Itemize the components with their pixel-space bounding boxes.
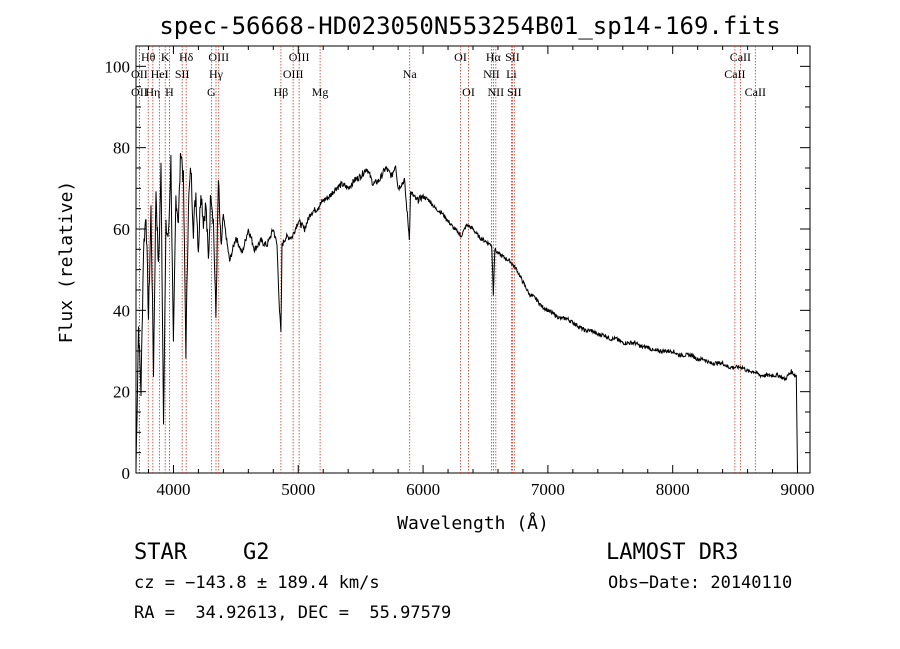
line-label: OI	[454, 50, 467, 64]
chart-title: spec-56668-HD023050N553254B01_sp14-169.f…	[159, 12, 780, 40]
spectrum-line	[135, 152, 798, 474]
sky-coordinates: RA = 34.92613, DEC = 55.97579	[134, 603, 452, 623]
line-label: CaII	[745, 85, 766, 99]
line-label: Hβ	[274, 85, 289, 99]
y-axis: 0 20 40 60 80 100	[105, 57, 810, 483]
line-label: OIII	[283, 67, 304, 81]
line-label: Mg	[312, 85, 329, 99]
y-tick-label: 100	[105, 57, 131, 76]
x-tick-label: 6000	[406, 480, 440, 499]
line-label: NII	[488, 85, 505, 99]
spectral-subclass: G2	[243, 540, 270, 565]
line-label: SII	[175, 67, 190, 81]
y-tick-label: 80	[113, 139, 130, 158]
line-label: K	[161, 50, 170, 64]
y-tick-label: 60	[113, 220, 130, 239]
line-label: SII	[505, 50, 520, 64]
line-label: OII	[131, 85, 148, 99]
plot-frame	[135, 45, 811, 474]
y-tick-label: 0	[122, 464, 131, 483]
emission-line-labels: OIIHθOIIHηHeIKHSIIHδGHγOIIIHβOIIIOIIIMgN…	[131, 50, 766, 99]
line-label: SII	[507, 85, 522, 99]
line-label: OIII	[208, 50, 229, 64]
line-label: Hθ	[141, 50, 156, 64]
y-tick-label: 20	[113, 383, 130, 402]
x-axis: 4000 5000 6000 7000 8000 9000	[147, 46, 815, 499]
emission-line-markers	[138, 46, 756, 473]
x-tick-label: 8000	[656, 480, 690, 499]
line-label: Na	[403, 67, 418, 81]
x-tick-label: 9000	[781, 480, 815, 499]
y-axis-label: Flux (relative)	[56, 181, 77, 344]
line-label: Hη	[145, 85, 160, 99]
line-label: Hα	[486, 50, 502, 64]
line-label: CaII	[724, 67, 745, 81]
line-label: Hγ	[209, 67, 224, 81]
x-tick-label: 7000	[531, 480, 565, 499]
line-label: Li	[506, 67, 517, 81]
y-tick-label: 40	[113, 301, 130, 320]
object-type: STAR	[134, 540, 187, 565]
line-label: OII	[131, 67, 148, 81]
x-tick-label: 5000	[281, 480, 315, 499]
line-label: H	[165, 85, 174, 99]
observation-date: Obs−Date: 20140110	[608, 573, 793, 593]
x-axis-label: Wavelength (Å)	[397, 512, 549, 534]
line-label: HeI	[151, 67, 169, 81]
line-label: NII	[483, 67, 500, 81]
line-label: CaII	[730, 50, 751, 64]
line-label: G	[207, 85, 216, 99]
redshift-cz: cz = −143.8 ± 189.4 km/s	[134, 573, 380, 593]
survey-name: LAMOST DR3	[606, 540, 739, 565]
line-label: Hδ	[179, 50, 194, 64]
line-label: OIII	[289, 50, 310, 64]
line-label: OI	[462, 85, 475, 99]
x-tick-label: 4000	[156, 480, 190, 499]
